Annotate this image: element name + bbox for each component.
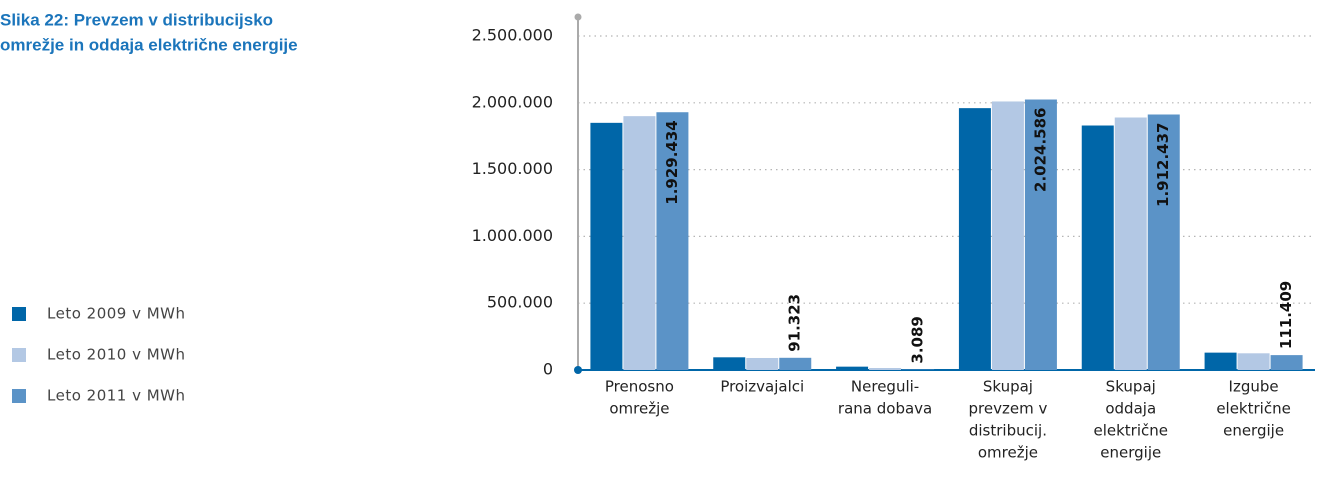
x-tick-label: Proizvajalci bbox=[720, 378, 804, 396]
value-label: 3.089 bbox=[909, 316, 927, 363]
x-tick-label: Prenosno bbox=[605, 378, 674, 396]
x-tick-label: distribucij. bbox=[969, 422, 1047, 440]
bar bbox=[1114, 117, 1147, 370]
value-label: 111.409 bbox=[1277, 281, 1295, 349]
legend-label: Leto 2010 v MWh bbox=[47, 346, 186, 364]
chart-title: omrežje in oddaja električne energije bbox=[0, 35, 298, 54]
bar bbox=[1024, 99, 1057, 370]
x-tick-label: oddaja bbox=[1105, 400, 1156, 418]
value-label: 2.024.586 bbox=[1031, 108, 1049, 192]
y-tick-label: 0 bbox=[543, 360, 553, 379]
y-tick-label: 1.500.000 bbox=[472, 159, 553, 178]
x-tick-label: Izgube bbox=[1229, 378, 1279, 396]
x-tick-label: omrežje bbox=[978, 444, 1038, 462]
x-tick-label: električne bbox=[1093, 422, 1168, 440]
bar bbox=[1270, 355, 1303, 370]
chart-title: Slika 22: Prevzem v distribucijsko bbox=[0, 10, 273, 29]
bar bbox=[779, 357, 812, 370]
bar bbox=[958, 108, 991, 371]
bar bbox=[713, 357, 746, 370]
x-tick-label: električne bbox=[1216, 400, 1291, 418]
y-tick-label: 2.500.000 bbox=[472, 26, 553, 45]
bar bbox=[746, 357, 779, 370]
bar bbox=[590, 122, 623, 370]
y-tick-label: 2.000.000 bbox=[472, 92, 553, 111]
x-tick-label: Skupaj bbox=[983, 378, 1033, 396]
bar bbox=[869, 367, 902, 370]
value-label: 1.912.437 bbox=[1154, 122, 1172, 206]
x-tick-label: energije bbox=[1100, 444, 1161, 462]
x-tick-label: Skupaj bbox=[1106, 378, 1156, 396]
axis-dot bbox=[574, 13, 582, 21]
x-tick-label: energije bbox=[1223, 422, 1284, 440]
y-tick-label: 500.000 bbox=[487, 293, 553, 312]
x-tick-label: rana dobava bbox=[838, 400, 932, 418]
bar bbox=[1204, 352, 1237, 370]
bar bbox=[656, 112, 689, 371]
bar bbox=[1081, 125, 1114, 371]
legend-label: Leto 2009 v MWh bbox=[47, 305, 186, 323]
legend-swatch bbox=[12, 307, 26, 321]
value-label: 91.323 bbox=[786, 294, 804, 352]
x-tick-label: omrežje bbox=[609, 400, 669, 418]
bar bbox=[836, 366, 869, 370]
legend-swatch bbox=[12, 348, 26, 362]
axis-dot bbox=[574, 366, 582, 374]
x-tick-label: prevzem v bbox=[969, 400, 1048, 418]
legend-label: Leto 2011 v MWh bbox=[47, 387, 186, 405]
y-tick-label: 1.000.000 bbox=[472, 226, 553, 245]
value-label: 1.929.434 bbox=[663, 120, 681, 204]
bar bbox=[991, 101, 1024, 371]
bar bbox=[1237, 353, 1270, 370]
bar bbox=[623, 116, 656, 370]
legend-swatch bbox=[12, 389, 26, 403]
x-tick-label: Nereguli- bbox=[851, 378, 919, 396]
bar bbox=[1147, 114, 1180, 370]
